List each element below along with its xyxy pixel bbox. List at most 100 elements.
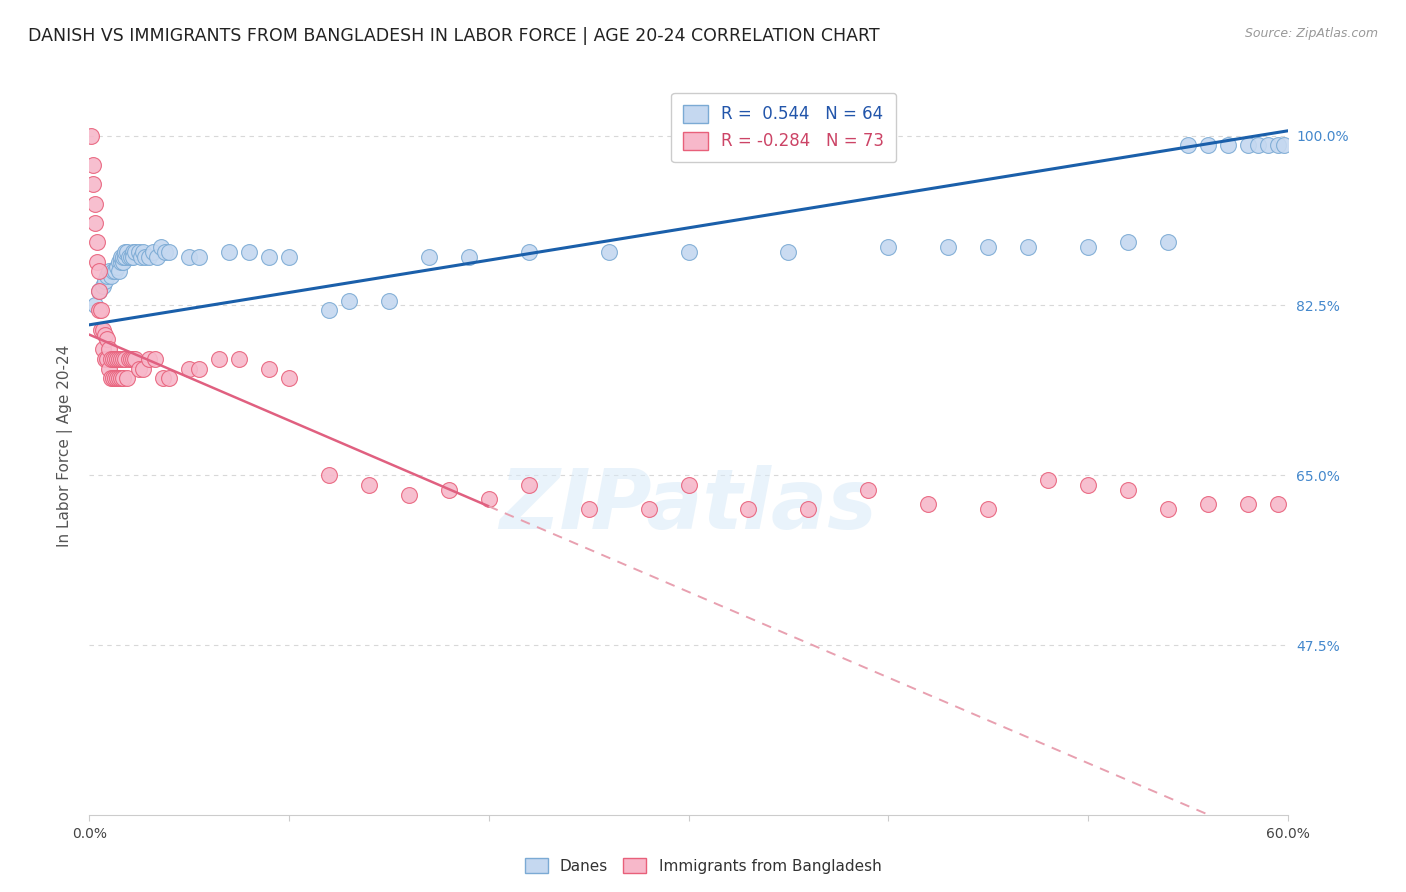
Point bbox=[108, 254, 131, 268]
Point bbox=[100, 351, 122, 366]
Point bbox=[96, 351, 118, 366]
Point bbox=[398, 488, 420, 502]
Point bbox=[89, 284, 111, 298]
Point bbox=[228, 351, 250, 366]
Point bbox=[128, 245, 150, 260]
Legend: R =  0.544   N = 64, R = -0.284   N = 73: R = 0.544 N = 64, R = -0.284 N = 73 bbox=[671, 93, 896, 162]
Point bbox=[98, 342, 121, 356]
Point bbox=[177, 250, 200, 264]
Point bbox=[737, 502, 759, 516]
Point bbox=[318, 303, 340, 318]
Point bbox=[89, 284, 111, 298]
Point bbox=[134, 250, 156, 264]
Point bbox=[1157, 235, 1180, 250]
Point bbox=[517, 245, 540, 260]
Point bbox=[143, 351, 166, 366]
Point bbox=[124, 351, 146, 366]
Point bbox=[157, 371, 180, 385]
Point bbox=[578, 502, 600, 516]
Y-axis label: In Labor Force | Age 20-24: In Labor Force | Age 20-24 bbox=[58, 345, 73, 548]
Point bbox=[115, 371, 138, 385]
Point bbox=[142, 245, 165, 260]
Point bbox=[120, 351, 142, 366]
Text: ZIPatlas: ZIPatlas bbox=[499, 465, 877, 546]
Point bbox=[100, 269, 122, 284]
Point bbox=[418, 250, 440, 264]
Point bbox=[90, 323, 112, 337]
Point bbox=[101, 351, 124, 366]
Point bbox=[357, 478, 380, 492]
Point bbox=[157, 245, 180, 260]
Point bbox=[218, 245, 240, 260]
Point bbox=[101, 264, 124, 278]
Point bbox=[112, 250, 135, 264]
Point bbox=[90, 303, 112, 318]
Point bbox=[110, 351, 132, 366]
Point bbox=[437, 483, 460, 497]
Point bbox=[188, 250, 211, 264]
Point bbox=[797, 502, 820, 516]
Point bbox=[1116, 483, 1139, 497]
Point bbox=[118, 351, 141, 366]
Point bbox=[153, 245, 176, 260]
Point bbox=[1216, 138, 1239, 153]
Point bbox=[89, 264, 111, 278]
Point bbox=[94, 351, 117, 366]
Point bbox=[122, 250, 145, 264]
Point bbox=[108, 371, 131, 385]
Point bbox=[104, 264, 127, 278]
Point bbox=[877, 240, 900, 254]
Point bbox=[208, 351, 231, 366]
Point bbox=[318, 468, 340, 483]
Point bbox=[1197, 497, 1219, 511]
Point bbox=[104, 371, 127, 385]
Point bbox=[114, 250, 136, 264]
Point bbox=[112, 254, 135, 268]
Point bbox=[1036, 473, 1059, 487]
Point bbox=[91, 323, 114, 337]
Point bbox=[936, 240, 959, 254]
Point bbox=[105, 351, 128, 366]
Point bbox=[1077, 478, 1099, 492]
Point bbox=[1237, 497, 1260, 511]
Point bbox=[100, 371, 122, 385]
Point bbox=[124, 245, 146, 260]
Point bbox=[80, 128, 103, 143]
Point bbox=[1116, 235, 1139, 250]
Point bbox=[337, 293, 360, 308]
Point bbox=[150, 240, 173, 254]
Point bbox=[115, 245, 138, 260]
Point bbox=[152, 371, 174, 385]
Point bbox=[517, 478, 540, 492]
Point bbox=[678, 478, 700, 492]
Point bbox=[257, 250, 280, 264]
Point bbox=[120, 250, 142, 264]
Point bbox=[122, 351, 145, 366]
Point bbox=[98, 361, 121, 376]
Point bbox=[129, 250, 152, 264]
Point bbox=[86, 254, 108, 268]
Point bbox=[1267, 138, 1289, 153]
Point bbox=[1017, 240, 1039, 254]
Point bbox=[1177, 138, 1199, 153]
Point bbox=[105, 260, 128, 274]
Text: Source: ZipAtlas.com: Source: ZipAtlas.com bbox=[1244, 27, 1378, 40]
Point bbox=[1157, 502, 1180, 516]
Legend: Danes, Immigrants from Bangladesh: Danes, Immigrants from Bangladesh bbox=[519, 852, 887, 880]
Point bbox=[238, 245, 260, 260]
Point bbox=[108, 351, 131, 366]
Point bbox=[132, 245, 155, 260]
Point bbox=[84, 196, 107, 211]
Point bbox=[86, 235, 108, 250]
Point bbox=[104, 351, 127, 366]
Point bbox=[858, 483, 880, 497]
Point bbox=[177, 361, 200, 376]
Point bbox=[82, 158, 104, 172]
Point bbox=[110, 371, 132, 385]
Point bbox=[122, 245, 145, 260]
Point bbox=[82, 177, 104, 191]
Point bbox=[457, 250, 479, 264]
Point bbox=[96, 269, 118, 284]
Point bbox=[278, 250, 301, 264]
Point bbox=[1077, 240, 1099, 254]
